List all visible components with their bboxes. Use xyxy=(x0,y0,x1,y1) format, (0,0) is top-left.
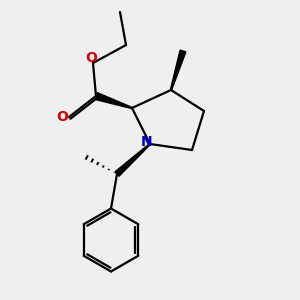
Polygon shape xyxy=(95,93,132,109)
Text: N: N xyxy=(141,136,152,149)
Polygon shape xyxy=(115,144,150,176)
Polygon shape xyxy=(170,50,186,90)
Text: O: O xyxy=(85,52,98,65)
Text: O: O xyxy=(56,110,68,124)
